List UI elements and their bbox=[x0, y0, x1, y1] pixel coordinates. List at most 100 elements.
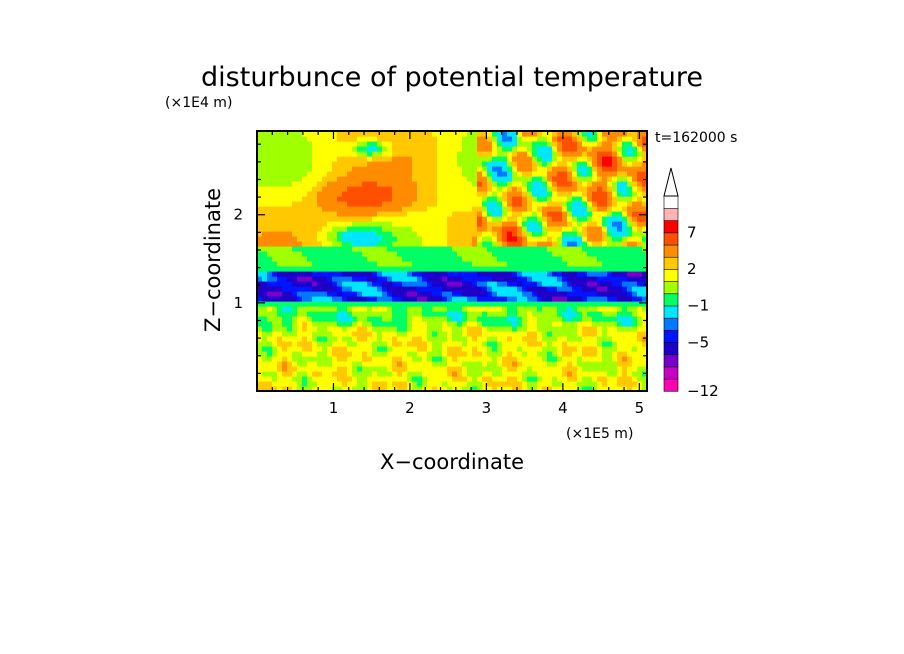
field-cell bbox=[342, 276, 348, 282]
field-cell bbox=[377, 166, 383, 172]
field-cell bbox=[562, 171, 568, 177]
field-cell bbox=[332, 186, 338, 192]
field-cell bbox=[297, 146, 303, 152]
field-cell bbox=[357, 281, 363, 287]
field-cell bbox=[297, 141, 303, 147]
field-cell bbox=[472, 236, 478, 242]
field-cell bbox=[382, 306, 388, 312]
field-cell bbox=[297, 191, 303, 197]
field-cell bbox=[287, 226, 293, 232]
field-cell bbox=[287, 181, 293, 187]
field-cell bbox=[327, 161, 333, 167]
field-cell bbox=[277, 151, 283, 157]
field-cell bbox=[407, 356, 413, 362]
field-cell bbox=[552, 231, 558, 237]
field-cell bbox=[327, 316, 333, 322]
field-cell bbox=[407, 296, 413, 302]
field-cell bbox=[532, 286, 538, 292]
field-cell bbox=[372, 311, 378, 317]
field-cell bbox=[432, 191, 438, 197]
field-cell bbox=[397, 161, 403, 167]
field-cell bbox=[452, 261, 458, 267]
field-cell bbox=[397, 351, 403, 357]
field-cell bbox=[487, 171, 493, 177]
field-cell bbox=[262, 176, 268, 182]
field-cell bbox=[322, 206, 328, 212]
field-cell bbox=[297, 216, 303, 222]
field-cell bbox=[612, 376, 618, 382]
field-cell bbox=[642, 186, 648, 192]
field-cell bbox=[372, 316, 378, 322]
field-cell bbox=[552, 151, 558, 157]
field-cell bbox=[307, 246, 313, 252]
field-cell bbox=[432, 326, 438, 332]
field-cell bbox=[412, 171, 418, 177]
field-cell bbox=[377, 326, 383, 332]
field-cell bbox=[402, 186, 408, 192]
field-cell bbox=[312, 376, 318, 382]
field-cell bbox=[502, 201, 508, 207]
field-cell bbox=[337, 251, 343, 257]
field-cell bbox=[487, 291, 493, 297]
field-cell bbox=[362, 216, 368, 222]
field-cell bbox=[602, 251, 608, 257]
field-cell bbox=[392, 311, 398, 317]
colorbar-segment bbox=[663, 268, 679, 282]
field-cell bbox=[412, 311, 418, 317]
field-cell bbox=[297, 361, 303, 367]
field-cell bbox=[482, 341, 488, 347]
field-cell bbox=[412, 281, 418, 287]
field-cell bbox=[452, 241, 458, 247]
field-cell bbox=[517, 336, 523, 342]
field-cell bbox=[467, 211, 473, 217]
field-cell bbox=[377, 316, 383, 322]
field-cell bbox=[272, 236, 278, 242]
field-cell bbox=[412, 286, 418, 292]
field-cell bbox=[622, 386, 628, 392]
field-cell bbox=[617, 161, 623, 167]
field-cell bbox=[257, 131, 263, 137]
field-cell bbox=[387, 171, 393, 177]
field-cell bbox=[462, 201, 468, 207]
field-cell bbox=[312, 166, 318, 172]
field-cell bbox=[642, 136, 648, 142]
field-cell bbox=[447, 356, 453, 362]
field-cell bbox=[447, 201, 453, 207]
field-cell bbox=[347, 166, 353, 172]
field-cell bbox=[502, 291, 508, 297]
field-cell bbox=[627, 146, 633, 152]
field-cell bbox=[427, 256, 433, 262]
field-cell bbox=[627, 256, 633, 262]
field-cell bbox=[387, 301, 393, 307]
field-cell bbox=[577, 236, 583, 242]
field-cell bbox=[382, 266, 388, 272]
field-cell bbox=[522, 176, 528, 182]
field-cell bbox=[632, 216, 638, 222]
field-cell bbox=[277, 381, 283, 387]
field-cell bbox=[537, 161, 543, 167]
field-cell bbox=[402, 231, 408, 237]
field-cell bbox=[502, 276, 508, 282]
field-cell bbox=[482, 251, 488, 257]
field-cell bbox=[292, 321, 298, 327]
field-cell bbox=[392, 216, 398, 222]
field-cell bbox=[277, 216, 283, 222]
field-cell bbox=[432, 271, 438, 277]
field-cell bbox=[282, 361, 288, 367]
field-cell bbox=[352, 386, 358, 392]
field-cell bbox=[422, 336, 428, 342]
field-cell bbox=[427, 201, 433, 207]
field-cell bbox=[632, 271, 638, 277]
field-cell bbox=[627, 156, 633, 162]
field-cell bbox=[407, 306, 413, 312]
field-cell bbox=[277, 226, 283, 232]
field-cell bbox=[487, 331, 493, 337]
x-axis-label: X−coordinate bbox=[380, 450, 524, 474]
field-cell bbox=[362, 381, 368, 387]
field-cell bbox=[292, 371, 298, 377]
field-cell bbox=[492, 386, 498, 392]
field-cell bbox=[607, 311, 613, 317]
field-cell bbox=[282, 296, 288, 302]
field-cell bbox=[372, 336, 378, 342]
field-cell bbox=[402, 171, 408, 177]
